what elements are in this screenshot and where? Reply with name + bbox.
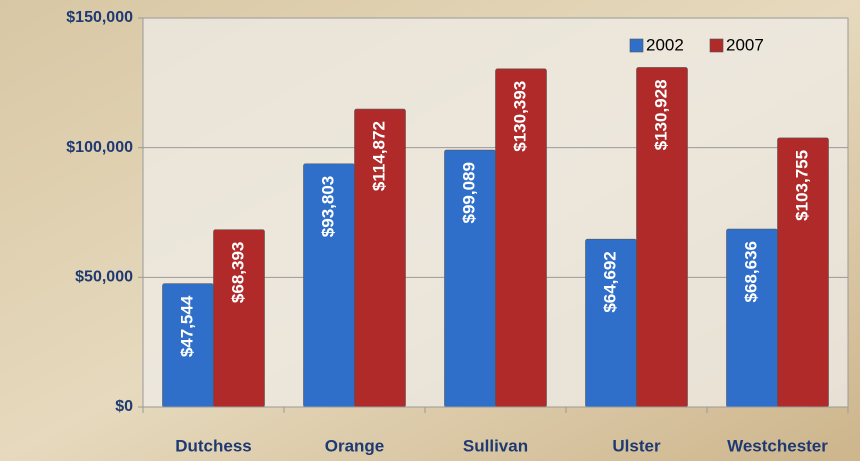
data-label: $130,928 [651, 79, 670, 150]
legend-swatch [709, 38, 724, 53]
data-label: $99,089 [459, 162, 478, 223]
data-label: $114,872 [369, 121, 388, 191]
data-label: $68,393 [228, 242, 247, 303]
data-label: $93,803 [318, 176, 337, 237]
legend-label: 2007 [726, 35, 764, 54]
legend-label: 2002 [646, 35, 684, 54]
x-tick-label: Ulster [612, 436, 661, 455]
x-tick-label: Sullivan [463, 436, 528, 455]
data-label: $47,544 [177, 295, 196, 357]
y-tick-label: $100,000 [66, 139, 133, 156]
data-label: $68,636 [741, 241, 760, 302]
y-tick-label: $50,000 [75, 269, 133, 286]
data-label: $64,692 [600, 251, 619, 312]
data-label: $103,755 [792, 150, 811, 221]
data-label: $130,393 [510, 81, 529, 152]
x-tick-label: Orange [325, 436, 385, 455]
legend-swatch [629, 38, 644, 53]
y-tick-label: $0 [115, 398, 133, 415]
x-tick-label: Westchester [727, 436, 828, 455]
y-tick-label: $150,000 [66, 9, 133, 26]
x-tick-label: Dutchess [175, 436, 252, 455]
